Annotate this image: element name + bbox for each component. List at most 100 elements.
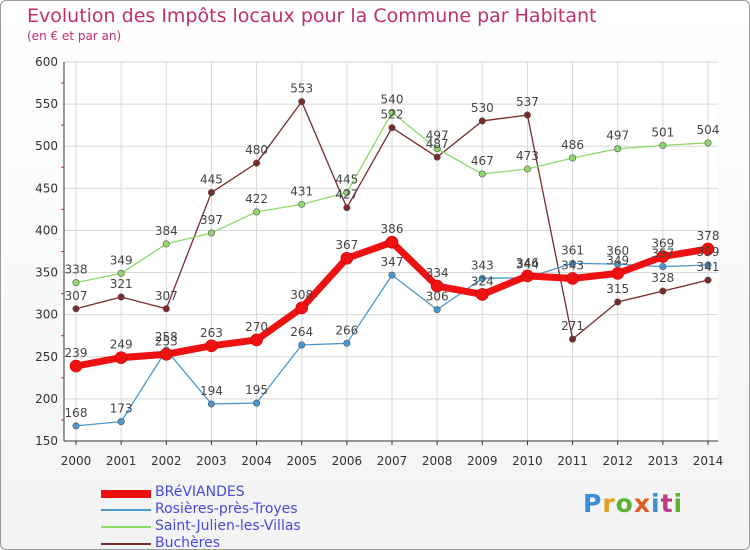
- data-point: [114, 351, 128, 364]
- data-point: [569, 154, 577, 162]
- data-label: 270: [245, 320, 268, 334]
- data-point: [521, 269, 534, 283]
- x-tick-label: 2003: [196, 454, 227, 468]
- data-label: 266: [335, 323, 358, 337]
- x-tick-label: 2014: [693, 454, 724, 468]
- data-label: 168: [65, 406, 88, 420]
- x-tick-label: 2008: [422, 454, 453, 468]
- data-point: [343, 204, 351, 212]
- data-point: [117, 293, 125, 301]
- data-label: 530: [471, 101, 494, 115]
- data-point: [656, 250, 670, 263]
- y-tick-label: 300: [35, 308, 58, 322]
- data-point: [159, 347, 173, 361]
- data-point: [433, 306, 441, 314]
- data-label: 253: [155, 334, 178, 348]
- legend-label: Rosières-près-Troyes: [155, 501, 298, 517]
- x-tick-label: 2000: [61, 454, 92, 468]
- data-label: 347: [381, 255, 404, 269]
- data-label: 445: [200, 173, 223, 187]
- data-label: 486: [561, 138, 584, 152]
- data-label: 271: [561, 319, 584, 333]
- data-label: 357: [651, 247, 674, 261]
- data-label: 315: [606, 282, 629, 296]
- y-tick-label: 250: [35, 350, 58, 364]
- data-label: 338: [65, 263, 88, 277]
- data-point: [388, 124, 396, 132]
- data-label: 321: [110, 277, 133, 291]
- data-label: 397: [200, 213, 223, 227]
- data-label: 173: [110, 402, 133, 416]
- data-label: 343: [561, 258, 584, 272]
- data-point: [340, 251, 354, 265]
- data-point: [475, 288, 489, 301]
- data-label: 386: [381, 222, 404, 236]
- y-tick-label: 450: [35, 181, 58, 195]
- data-label: 487: [426, 137, 449, 151]
- legend-label: BRéVIANDES: [155, 484, 245, 500]
- data-point: [430, 279, 444, 293]
- data-point: [569, 259, 577, 267]
- y-tick-label: 150: [35, 434, 58, 448]
- data-label: 360: [606, 244, 629, 258]
- x-tick-label: 2007: [377, 454, 408, 468]
- data-label: 480: [245, 143, 268, 157]
- data-label: 359: [697, 245, 720, 259]
- data-label: 537: [516, 95, 539, 109]
- data-point: [72, 279, 80, 287]
- y-tick-label: 550: [35, 97, 58, 111]
- data-label: 473: [516, 149, 539, 163]
- data-point: [253, 208, 261, 216]
- data-label: 427: [335, 188, 358, 202]
- data-point: [250, 333, 263, 347]
- data-label: 344: [516, 258, 539, 272]
- data-label: 422: [245, 192, 268, 206]
- data-point: [343, 339, 351, 347]
- legend-label: Buchères: [155, 535, 221, 550]
- data-point: [614, 145, 622, 153]
- data-point: [298, 341, 306, 349]
- x-tick-label: 2002: [151, 454, 182, 468]
- y-tick-label: 500: [35, 139, 58, 153]
- data-label: 349: [110, 253, 133, 267]
- data-label: 361: [561, 243, 584, 257]
- data-point: [659, 141, 667, 149]
- data-point: [478, 117, 486, 125]
- proxiti-logo: Proxiti: [583, 489, 684, 518]
- data-point: [207, 229, 215, 237]
- data-point: [72, 422, 80, 430]
- data-point: [207, 189, 215, 197]
- data-point: [385, 235, 399, 249]
- y-tick-label: 200: [35, 392, 58, 406]
- data-point: [701, 242, 715, 256]
- data-label: 522: [381, 108, 404, 122]
- data-label: 308: [290, 288, 313, 302]
- data-label: 540: [381, 93, 404, 107]
- data-label: 264: [290, 325, 313, 339]
- x-tick-label: 2013: [648, 454, 679, 468]
- data-label: 324: [471, 274, 494, 288]
- data-point: [298, 200, 306, 208]
- data-point: [659, 287, 667, 295]
- y-tick-label: 600: [35, 55, 58, 69]
- data-point: [478, 170, 486, 178]
- data-label: 249: [110, 338, 133, 352]
- data-point: [659, 263, 667, 271]
- data-point: [433, 145, 441, 153]
- x-tick-label: 2012: [602, 454, 633, 468]
- data-point: [569, 335, 577, 343]
- x-tick-label: 2004: [241, 454, 272, 468]
- x-tick-label: 2006: [332, 454, 363, 468]
- data-label: 194: [200, 384, 223, 398]
- data-point: [704, 276, 712, 284]
- data-label: 307: [65, 289, 88, 303]
- data-label: 497: [426, 129, 449, 143]
- data-label: 497: [606, 129, 629, 143]
- data-label: 341: [697, 260, 720, 274]
- legend-swatch-breviandes: [101, 490, 151, 498]
- data-label: 467: [471, 154, 494, 168]
- data-point: [523, 111, 531, 119]
- x-tick-label: 2005: [286, 454, 317, 468]
- y-tick-label: 350: [35, 266, 58, 280]
